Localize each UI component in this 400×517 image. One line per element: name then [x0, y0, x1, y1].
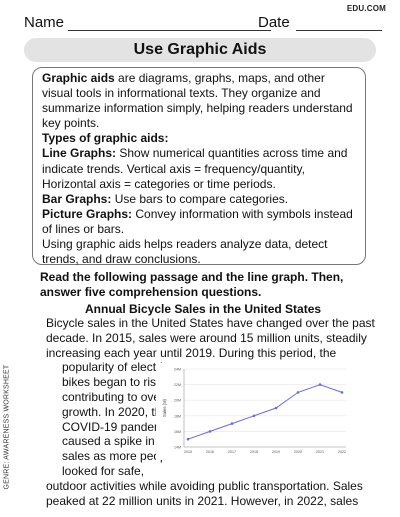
x-tick-label: 2019	[272, 450, 280, 454]
line-graphs-text: Show numerical quantities across time an…	[42, 146, 348, 191]
passage-line: growth. In 2020, the	[62, 404, 169, 419]
name-date-row: Name Date	[24, 14, 382, 34]
x-tick-label: 2015	[184, 450, 192, 454]
passage-line: peaked at 22 million units in 2021. Howe…	[46, 493, 359, 508]
passage-line: increasing each year until 2019. During …	[46, 345, 337, 360]
line-graphs-item: Line Graphs: Show numerical quantities a…	[42, 146, 356, 191]
picture-graphs-text: Convey information with symbols instead …	[42, 206, 353, 236]
date-label: Date	[258, 14, 290, 31]
passage-line: sales as more people	[62, 449, 177, 464]
name-label: Name	[24, 14, 65, 31]
side-label: GENRE: AWARENESS WORKSHEET	[3, 364, 11, 490]
x-tick-label: 2021	[316, 450, 324, 454]
x-tick-label: 2022	[338, 450, 346, 454]
passage-line: COVID-19 pandemic	[62, 419, 173, 434]
y-axis-label: Sales (M)	[162, 398, 167, 417]
page-title: Use Graphic Aids	[133, 41, 267, 58]
passage-title: Annual Bicycle Sales in the United State…	[85, 302, 322, 316]
passage-line: outdoor activities while avoiding public…	[46, 478, 363, 493]
x-tick-label: 2017	[228, 450, 236, 454]
y-tick-label: 18M	[174, 414, 181, 418]
data-point	[186, 437, 190, 441]
bar-graphs-item: Bar Graphs: Use bars to compare categori…	[42, 192, 356, 207]
passage-line: popularity of electric	[62, 360, 169, 375]
y-tick-label: 20M	[174, 399, 181, 403]
y-tick-label: 16M	[174, 430, 181, 434]
intro-term: Graphic aids	[42, 71, 115, 85]
line-graphs-term: Line Graphs:	[42, 146, 117, 161]
data-point	[274, 406, 278, 410]
data-point	[340, 391, 344, 394]
types-heading: Types of graphic aids:	[42, 131, 169, 146]
passage-line: decade. In 2015, sales were around 15 mi…	[46, 330, 367, 345]
passage-line: bikes began to rise,	[62, 375, 167, 390]
brand-logo: EDU.COM	[346, 4, 386, 13]
picture-graphs-item: Picture Graphs: Convey information with …	[42, 207, 356, 237]
intro-paragraph: Graphic aids are diagrams, graphs, maps,…	[42, 71, 356, 131]
x-tick-label: 2020	[294, 450, 302, 454]
y-tick-label: 14M	[174, 446, 181, 450]
data-point	[318, 383, 322, 386]
data-point	[208, 430, 212, 433]
y-tick-label: 22M	[174, 383, 181, 387]
bar-graphs-text: Use bars to compare categories.	[111, 191, 289, 206]
title-bar: Use Graphic Aids	[24, 38, 376, 62]
passage-line: caused a spike in	[62, 434, 155, 449]
top-strip	[0, 0, 400, 10]
data-point	[296, 391, 300, 394]
picture-graphs-term: Picture Graphs:	[42, 206, 133, 221]
intro-text: are diagrams, graphs, maps, and other vi…	[42, 71, 353, 131]
instruction-text: Read the following passage and the line …	[40, 270, 344, 299]
data-point	[252, 414, 256, 418]
passage-line: looked for safe,	[62, 464, 145, 478]
info-box: Graphic aids are diagrams, graphs, maps,…	[32, 67, 366, 267]
line-chart: 14M 16M 18M 20M 22M 24M 2015 2016 2017 2018 2019 20…	[156, 363, 356, 460]
x-tick-label: 2016	[206, 450, 214, 454]
passage-line: Bicycle sales in the United States have …	[46, 316, 375, 330]
y-tick-label: 24M	[174, 368, 181, 372]
bar-graphs-term: Bar Graphs:	[42, 191, 112, 206]
passage-line: contributing to overall	[62, 390, 177, 404]
data-point	[230, 422, 234, 425]
closing-text: Using graphic aids helps readers analyze…	[42, 237, 328, 267]
date-field[interactable]	[296, 30, 382, 31]
x-tick-label: 2018	[250, 450, 258, 454]
name-field[interactable]	[68, 30, 271, 31]
series-line	[187, 384, 343, 440]
